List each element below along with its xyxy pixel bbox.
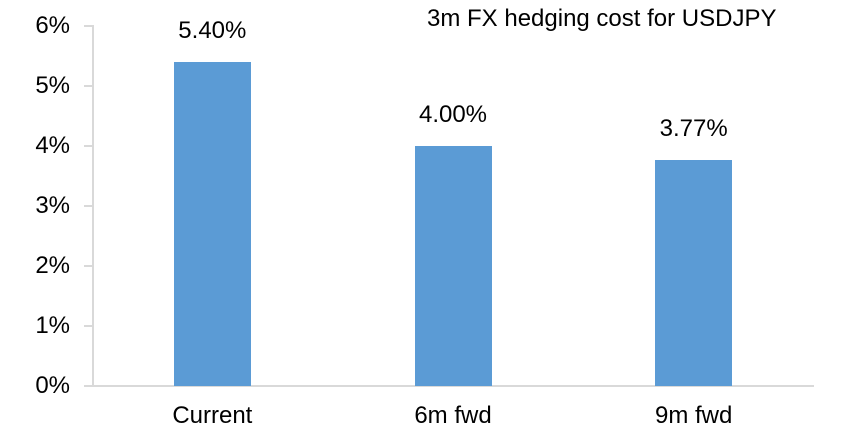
- y-tick-label: 6%: [35, 12, 70, 39]
- y-tick-label: 5%: [35, 72, 70, 99]
- bar-9m-fwd: [655, 159, 733, 386]
- x-axis-line: [92, 385, 814, 387]
- y-axis-tick: [84, 205, 92, 207]
- y-tick-label: 2%: [35, 252, 70, 279]
- y-axis-tick: [84, 265, 92, 267]
- bar-6m-fwd: [414, 146, 492, 386]
- bar-value-label: 4.00%: [418, 101, 488, 128]
- bar-current: [173, 62, 251, 386]
- chart-title: 3m FX hedging cost for USDJPY: [427, 5, 777, 32]
- y-tick-label: 4%: [35, 132, 70, 159]
- bar-value-label: 5.40%: [178, 17, 247, 44]
- y-tick-label: 3%: [35, 192, 70, 219]
- bar-value-label: 3.77%: [659, 114, 728, 142]
- y-axis-tick: [84, 85, 92, 87]
- y-axis-tick: [84, 385, 92, 387]
- y-axis-tick: [84, 325, 92, 327]
- y-axis-tick: [84, 25, 92, 27]
- y-axis-line: [92, 25, 94, 387]
- y-axis-tick: [84, 145, 92, 147]
- y-tick-label: 0%: [35, 372, 70, 399]
- x-category-label: 6m fwd: [414, 402, 492, 429]
- x-category-label: 9m fwd: [654, 402, 733, 429]
- x-category-label: Current: [172, 402, 253, 429]
- y-tick-label: 1%: [35, 312, 70, 339]
